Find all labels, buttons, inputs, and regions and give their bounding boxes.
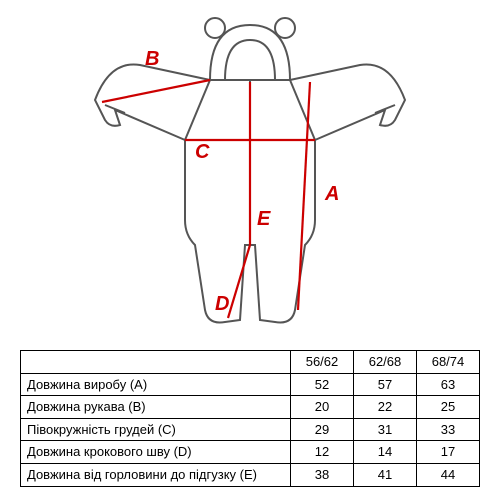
row-label: Довжина рукава (B) (21, 396, 291, 419)
table-header-row: 56/62 62/68 68/74 (21, 351, 480, 374)
size-table: 56/62 62/68 68/74 Довжина виробу (A) 52 … (20, 350, 480, 487)
label-d: D (215, 293, 229, 315)
row-label: Довжина від горловини до підгузку (E) (21, 463, 291, 486)
table-row: Довжина від горловини до підгузку (E) 38… (21, 463, 480, 486)
row-label: Довжина виробу (A) (21, 373, 291, 396)
table-row: Довжина рукава (B) 20 22 25 (21, 396, 480, 419)
measure-lines (102, 80, 315, 318)
label-b: B (145, 48, 159, 70)
table-row: Півокружність грудей (C) 29 31 33 (21, 418, 480, 441)
label-c: C (195, 141, 210, 163)
table-row: Довжина крокового шву (D) 12 14 17 (21, 441, 480, 464)
header-blank (21, 351, 291, 374)
size-col-2: 68/74 (417, 351, 480, 374)
size-col-0: 56/62 (291, 351, 354, 374)
garment-diagram: A B C D E (50, 10, 450, 340)
label-a: A (324, 183, 339, 205)
size-col-1: 62/68 (354, 351, 417, 374)
table-row: Довжина виробу (A) 52 57 63 (21, 373, 480, 396)
row-label: Півокружність грудей (C) (21, 418, 291, 441)
row-label: Довжина крокового шву (D) (21, 441, 291, 464)
label-e: E (257, 208, 271, 230)
